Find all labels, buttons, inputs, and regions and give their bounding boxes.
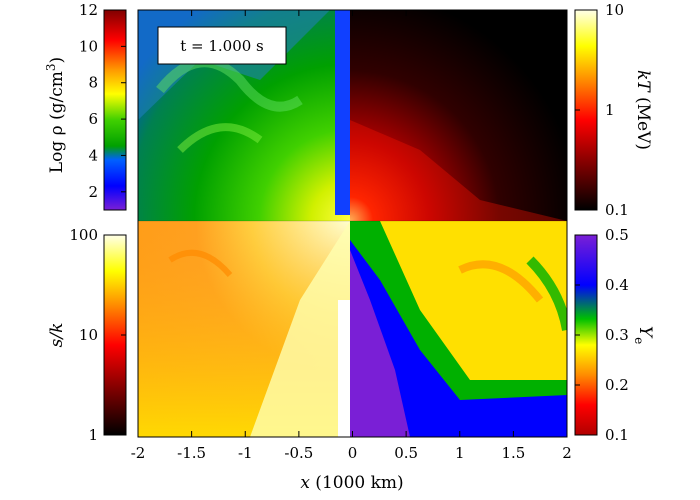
ye-label: Ye — [632, 326, 655, 344]
x-tick-label: 0 — [348, 444, 358, 462]
panel-entropy — [138, 221, 350, 437]
colorbar-density — [103, 9, 127, 211]
panel-electron-fraction — [350, 221, 567, 437]
colorbar-tick-label: 0.3 — [605, 326, 629, 344]
colorbar-tick-label: 0.4 — [605, 276, 629, 294]
x-tick-label: 1 — [455, 444, 465, 462]
x-tick-label: -1.5 — [177, 444, 206, 462]
colorbar-tick-label: 1 — [88, 426, 98, 444]
colorbar-ticks: 2 4 6 8 10 12 0.1 1 10 1 10 100 0.1 0.2 0.3 0.4 0.5 — [69, 1, 629, 444]
density-label: Log ρ (g/cm3) — [44, 57, 67, 173]
panel-temperature — [350, 10, 567, 221]
colorbar-tick-label: 10 — [79, 37, 98, 55]
x-tick-label: 1.5 — [501, 444, 525, 462]
colorbar-tick-label: 100 — [69, 226, 98, 244]
colorbar-tick-label: 0.2 — [605, 376, 629, 394]
colorbar-tick-label: 1 — [605, 101, 615, 119]
x-axis-ticks: -2 -1.5 -1 -0.5 0 0.5 1 1.5 2 — [131, 10, 572, 462]
colorbar-tick-label: 0.1 — [605, 201, 629, 219]
colorbar-tick-label: 8 — [88, 74, 98, 92]
x-tick-label: 0.5 — [394, 444, 418, 462]
temperature-label: kT (MeV) — [633, 70, 653, 150]
colorbar-tick-label: 12 — [79, 1, 98, 19]
x-tick-label: -2 — [131, 444, 146, 462]
x-tick-label: -1 — [238, 444, 253, 462]
x-tick-label: -0.5 — [284, 444, 313, 462]
colorbar-tick-label: 0.1 — [605, 426, 629, 444]
colorbar-tick-label: 10 — [79, 326, 98, 344]
time-stamp: t = 1.000 s — [157, 26, 287, 65]
colorbar-tick-label: 10 — [605, 1, 624, 19]
entropy-label: s/k — [47, 323, 67, 348]
x-axis-label: x (1000 km) — [300, 473, 403, 493]
colorbar-tick-label: 2 — [88, 183, 98, 201]
colorbar-tick-label: 0.5 — [605, 226, 629, 244]
colorbar-tick-label: 4 — [88, 146, 98, 164]
colorbar-tick-label: 6 — [88, 110, 98, 128]
time-label: t = 1.000 s — [180, 37, 264, 55]
x-tick-label: 2 — [562, 444, 572, 462]
